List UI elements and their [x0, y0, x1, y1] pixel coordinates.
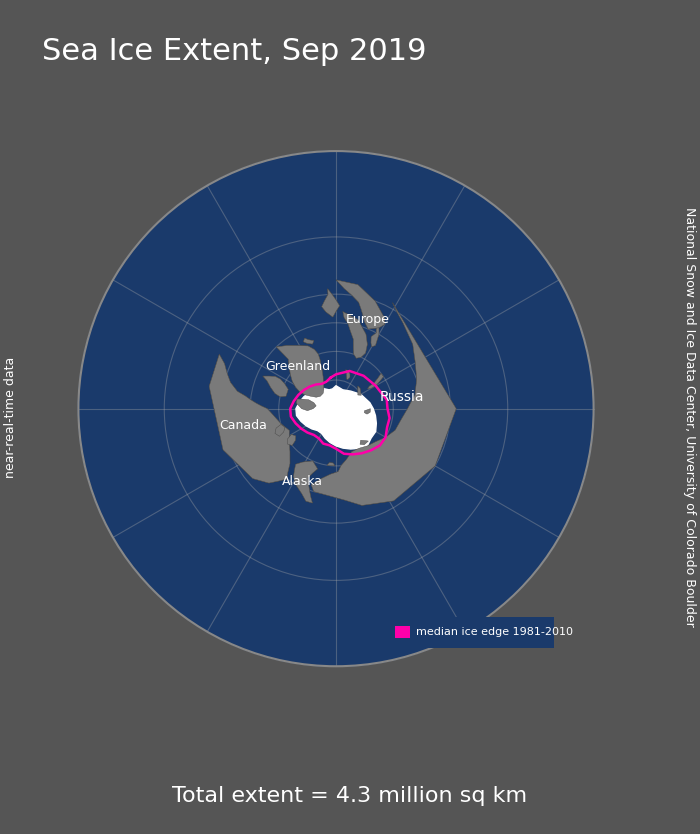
Polygon shape	[368, 374, 384, 389]
Polygon shape	[346, 369, 350, 379]
Polygon shape	[336, 280, 385, 329]
Polygon shape	[368, 374, 384, 389]
Text: median ice edge 1981-2010: median ice edge 1981-2010	[416, 627, 573, 637]
Text: Greenland: Greenland	[265, 359, 330, 373]
Polygon shape	[296, 386, 377, 449]
Polygon shape	[303, 338, 314, 344]
Polygon shape	[327, 463, 335, 466]
Polygon shape	[358, 386, 361, 395]
Polygon shape	[312, 303, 456, 505]
Polygon shape	[322, 289, 340, 317]
Text: Sea Ice Extent, Sep 2019: Sea Ice Extent, Sep 2019	[42, 37, 426, 66]
Polygon shape	[209, 354, 290, 483]
Polygon shape	[276, 345, 324, 397]
Polygon shape	[296, 399, 316, 410]
Polygon shape	[336, 280, 385, 329]
Polygon shape	[371, 313, 379, 347]
Text: Russia: Russia	[379, 390, 424, 404]
Polygon shape	[346, 369, 350, 379]
Polygon shape	[296, 399, 316, 410]
Polygon shape	[262, 376, 288, 397]
Circle shape	[78, 151, 594, 666]
Text: Total extent = 4.3 million sq km: Total extent = 4.3 million sq km	[172, 786, 528, 806]
Polygon shape	[288, 435, 295, 445]
Text: Europe: Europe	[346, 313, 390, 325]
Polygon shape	[343, 312, 368, 359]
Polygon shape	[293, 461, 318, 503]
Bar	[395, 626, 410, 638]
Polygon shape	[303, 338, 314, 344]
Polygon shape	[364, 409, 370, 414]
Polygon shape	[343, 312, 368, 359]
Bar	[386, 617, 554, 648]
Text: Alaska: Alaska	[281, 475, 323, 488]
Polygon shape	[288, 435, 295, 445]
Polygon shape	[275, 425, 285, 436]
Text: near-real-time data: near-real-time data	[4, 356, 17, 478]
Text: National Snow and Ice Data Center, University of Colorado Boulder: National Snow and Ice Data Center, Unive…	[683, 207, 696, 627]
Polygon shape	[322, 289, 340, 317]
Polygon shape	[360, 440, 368, 445]
Polygon shape	[312, 303, 456, 505]
Polygon shape	[262, 376, 288, 397]
Polygon shape	[371, 313, 379, 347]
Polygon shape	[276, 345, 324, 397]
Polygon shape	[209, 354, 290, 483]
Polygon shape	[275, 425, 285, 436]
Text: Canada: Canada	[219, 419, 267, 431]
Polygon shape	[364, 409, 370, 414]
Polygon shape	[293, 461, 318, 503]
Polygon shape	[358, 386, 361, 395]
Polygon shape	[327, 463, 335, 466]
Polygon shape	[360, 440, 368, 445]
